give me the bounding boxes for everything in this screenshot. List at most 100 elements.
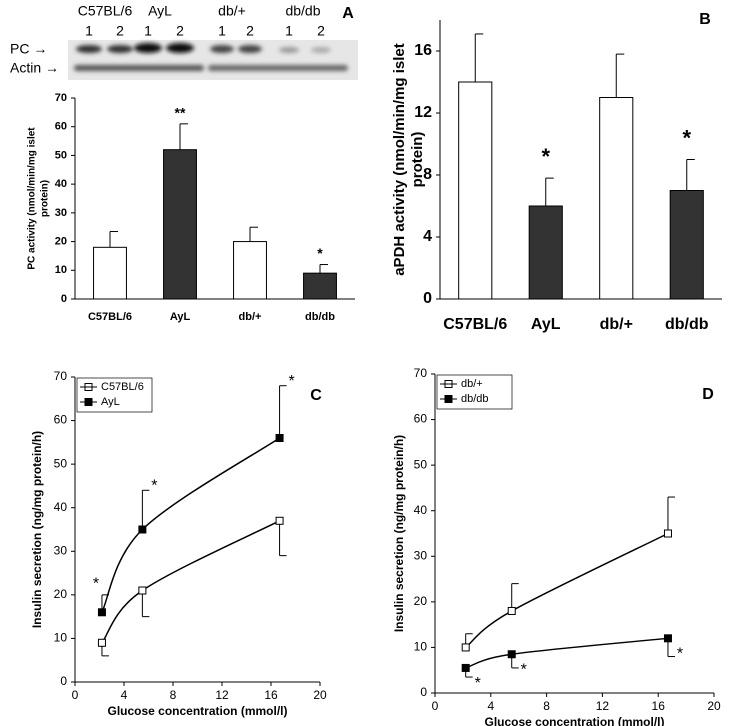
y-tick-label: 10 — [54, 631, 68, 645]
data-point — [461, 643, 470, 652]
legend-label: db/db — [461, 393, 489, 405]
y-axis-label: protein) — [409, 132, 426, 188]
data-point — [138, 586, 147, 595]
y-tick-label: 50 — [414, 457, 428, 471]
y-tick-label: 60 — [55, 121, 67, 133]
lane-label: 2 — [317, 23, 325, 39]
bar — [669, 190, 704, 300]
x-tick-label: 12 — [215, 688, 229, 702]
x-tick-label: 16 — [264, 688, 278, 702]
y-tick-label: 70 — [54, 369, 68, 383]
x-axis-label: Glucose concentration (mmol/l) — [484, 715, 664, 726]
panel-label: B — [699, 11, 711, 28]
y-tick-label: 4 — [423, 228, 432, 245]
data-point — [97, 638, 106, 647]
bar — [599, 97, 634, 300]
x-tick-label: db/+ — [600, 316, 633, 333]
pc-band — [134, 43, 162, 53]
y-axis-label: aPDH activity (nmol/min/mg islet — [391, 43, 408, 276]
pc-band — [311, 47, 331, 53]
y-tick-label: 60 — [414, 412, 428, 426]
pc-band — [166, 43, 194, 53]
x-tick-label: AyL — [531, 316, 561, 333]
blot-group-label: db/+ — [218, 3, 246, 19]
y-tick-label: 0 — [60, 674, 67, 688]
y-tick-label: 40 — [414, 503, 428, 517]
y-tick-label: 50 — [55, 149, 67, 161]
series-line — [465, 532, 669, 649]
blot-row-label: PC → — [10, 41, 47, 57]
bar — [303, 272, 337, 300]
blot-group-label: db/db — [285, 3, 320, 19]
y-tick-label: 30 — [54, 543, 68, 557]
blot-group-label: AyL — [148, 3, 172, 19]
panel-label: A — [342, 5, 354, 22]
y-tick-label: 0 — [423, 290, 432, 307]
y-tick-label: 70 — [414, 366, 428, 380]
significance-mark: ** — [175, 105, 186, 121]
actin-band — [208, 65, 348, 71]
y-tick-label: 20 — [55, 235, 67, 247]
significance-mark: * — [317, 245, 323, 261]
lane-label: 1 — [85, 23, 93, 39]
lane-label: 1 — [144, 23, 152, 39]
y-tick-label: 50 — [54, 456, 68, 470]
pc-band — [279, 47, 299, 53]
legend-box — [76, 377, 153, 413]
x-tick-label: C57BL/6 — [88, 311, 132, 323]
series-line — [465, 637, 669, 669]
series-line — [101, 520, 280, 644]
y-tick-label: 30 — [414, 548, 428, 562]
significance-mark: * — [682, 125, 691, 150]
panel-label: D — [702, 386, 714, 403]
blot-group-label: C57BL/6 — [78, 3, 133, 19]
x-tick-label: 4 — [121, 688, 128, 702]
significance-mark: * — [288, 373, 294, 390]
y-tick-label: 30 — [55, 207, 67, 219]
y-tick-label: 0 — [420, 685, 427, 699]
y-tick-label: 70 — [55, 92, 67, 104]
x-tick-label: 8 — [170, 688, 177, 702]
bar — [163, 149, 197, 300]
x-tick-label: 16 — [652, 699, 666, 713]
significance-mark: * — [151, 478, 157, 495]
bar — [93, 246, 127, 300]
lane-label: 2 — [116, 23, 124, 39]
data-point — [97, 608, 106, 617]
lane-label: 2 — [176, 23, 184, 39]
x-tick-label: 8 — [543, 699, 550, 713]
panel-label: C — [310, 387, 322, 404]
significance-mark: * — [677, 646, 683, 663]
x-tick-label: db/db — [305, 311, 335, 323]
significance-mark: * — [475, 675, 481, 692]
y-tick-label: 40 — [54, 500, 68, 514]
data-point — [663, 634, 672, 643]
x-tick-label: 12 — [596, 699, 610, 713]
data-point — [507, 650, 516, 659]
data-point — [507, 606, 516, 615]
y-tick-label: 20 — [414, 594, 428, 608]
y-tick-label: 60 — [54, 413, 68, 427]
pc-band — [107, 45, 133, 53]
y-tick-label: 0 — [61, 293, 67, 305]
western-blot — [68, 40, 358, 80]
lane-label: 1 — [218, 23, 226, 39]
legend-label: C57BL/6 — [101, 381, 144, 393]
y-tick-label: 12 — [414, 104, 432, 121]
x-axis-label: Glucose concentration (mmol/l) — [107, 704, 287, 718]
y-tick-label: 16 — [414, 42, 432, 59]
bar — [458, 81, 493, 300]
lane-label: 1 — [285, 23, 293, 39]
x-tick-label: AyL — [170, 311, 191, 323]
data-point — [275, 434, 284, 442]
pc-band — [238, 45, 262, 53]
legend-label: AyL — [101, 396, 120, 408]
y-axis-label: PC activity (nmol/min/mg islet — [27, 127, 38, 270]
bar — [233, 241, 267, 300]
bar — [528, 205, 563, 300]
y-axis-label: protein) — [40, 180, 51, 217]
legend-box — [436, 374, 513, 410]
blot-row-label: Actin → — [10, 60, 59, 76]
y-tick-label: 10 — [55, 264, 67, 276]
